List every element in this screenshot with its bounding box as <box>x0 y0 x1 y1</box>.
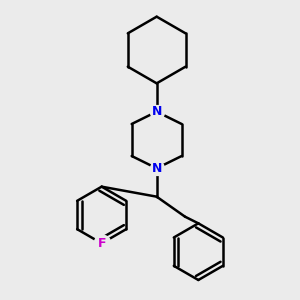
Text: N: N <box>152 105 162 118</box>
Text: N: N <box>152 162 162 175</box>
Text: F: F <box>98 237 106 250</box>
